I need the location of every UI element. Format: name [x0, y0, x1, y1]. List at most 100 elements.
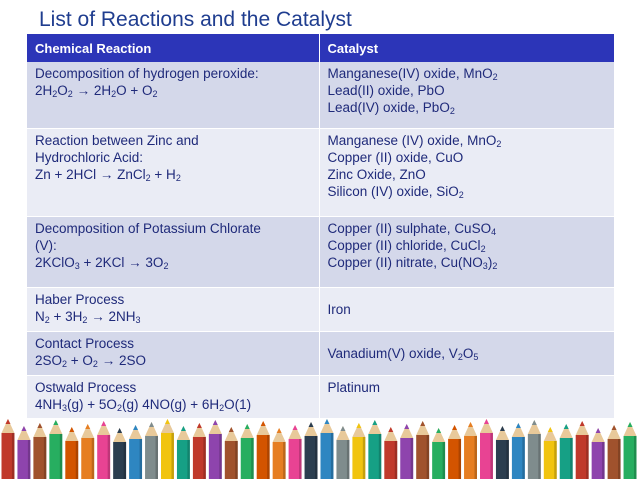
subscript: 2: [457, 351, 463, 362]
subscript: 2: [92, 358, 98, 369]
subscript: 2: [152, 89, 158, 99]
pencil: [256, 421, 270, 479]
pencil: [161, 419, 174, 479]
pencil: [81, 424, 95, 479]
text-run: + H: [150, 166, 176, 182]
pencil: [384, 427, 398, 479]
catalyst-line: Copper (II) sulphate, CuSO4: [328, 220, 606, 237]
reaction-line: 2SO2 + O2 → 2SO: [35, 352, 311, 369]
text-run: Lead(IV) oxide, PbO: [327, 100, 450, 115]
text-run: Platinum: [327, 379, 381, 395]
catalyst-cell: Platinum: [319, 375, 615, 419]
table-header-row: Chemical Reaction Catalyst: [27, 34, 615, 62]
text-run: + O: [67, 352, 93, 368]
subscript: 2: [62, 358, 68, 369]
pencil: [49, 420, 63, 479]
catalyst-line: Manganese (IV) oxide, MnO2: [328, 132, 606, 149]
text-run: O(1): [224, 396, 252, 412]
text-run: Lead(II) oxide, PbO: [327, 83, 445, 98]
subscript: 5: [473, 351, 479, 362]
table-row: Decomposition of Potassium Chlorate (V): 2…: [27, 216, 615, 288]
text-run: Hydrochloric Acid:: [35, 149, 144, 165]
subscript: 2: [492, 260, 498, 271]
pencil: [65, 427, 79, 479]
pencil: [464, 422, 477, 479]
text-run: Ostwald Process: [35, 379, 137, 395]
catalyst-line: Lead(IV) oxide, PbO2: [328, 99, 606, 116]
text-run: Silicon (IV) oxide, SiO: [327, 183, 459, 199]
pencil: [511, 423, 525, 479]
subscript: 3: [74, 260, 80, 271]
pencil: [623, 422, 637, 479]
catalyst-cell: Vanadium(V) oxide, V2O5: [319, 331, 615, 376]
reaction-cell: Reaction between Zinc and Hydrochloric Ac…: [27, 128, 320, 217]
pencil: [129, 425, 143, 479]
subscript: 2: [163, 260, 169, 271]
pencil: [208, 420, 222, 479]
reactions-table: Chemical Reaction Catalyst Decomposition…: [27, 34, 615, 419]
text-run: Haber Process: [35, 291, 125, 307]
pencil: [495, 426, 509, 479]
pencil: [272, 428, 286, 479]
pencil: [304, 422, 318, 479]
reaction-line: N2 + 3H2 → 2NH3: [35, 308, 311, 325]
pencil: [145, 422, 158, 479]
header-chemical-reaction: Chemical Reaction: [27, 34, 320, 62]
reaction-cell: Contact Process 2SO2 + O2 → 2SO: [27, 331, 320, 376]
pencil: [176, 426, 190, 479]
reaction-line: Decomposition of Potassium Chlorate: [35, 220, 311, 237]
catalyst-line: Lead(II) oxide, PbO: [328, 82, 606, 99]
text-run: Copper (II) oxide, CuO: [327, 149, 464, 165]
catalyst-cell: Iron: [319, 287, 615, 332]
pencil: [113, 428, 127, 479]
subscript: 2: [496, 138, 502, 149]
reaction-line: Contact Process: [35, 335, 311, 352]
pencil: [607, 425, 621, 479]
subscript: 4: [491, 226, 497, 237]
catalyst-line: Copper (II) nitrate, Cu(NO3)2: [328, 254, 606, 271]
reaction-line: Ostwald Process: [35, 379, 311, 396]
text-run: 2SO: [35, 352, 63, 368]
text-run: Reaction between Zinc and: [35, 132, 199, 148]
subscript: 2: [219, 402, 225, 413]
table-row: Haber Process N2 + 3H2 → 2NH3 Iron: [27, 287, 615, 332]
text-run: → 2NH: [87, 308, 136, 324]
subscript: 2: [116, 402, 122, 413]
subscript: 2: [480, 243, 486, 254]
text-run: Copper (II) chloride, CuCl: [327, 237, 481, 253]
pencil: [400, 424, 414, 479]
table-row: Decomposition of hydrogen peroxide: 2H2O2…: [27, 62, 615, 129]
pencil: [543, 427, 557, 479]
reaction-line: Haber Process: [35, 291, 311, 308]
pencil: [17, 426, 31, 479]
reaction-cell: Decomposition of Potassium Chlorate (V): 2…: [27, 216, 320, 288]
catalyst-cell: Copper (II) sulphate, CuSO4 Copper (II) c…: [319, 216, 615, 288]
pencil: [432, 428, 446, 479]
reaction-line: Reaction between Zinc and: [35, 132, 311, 149]
pencil: [448, 425, 462, 479]
subscript: 2: [449, 106, 455, 116]
catalyst-cell: Manganese (IV) oxide, MnO2 Copper (II) ox…: [319, 128, 615, 217]
text-run: N: [35, 308, 45, 324]
pencil: [559, 424, 573, 479]
pencil: [416, 421, 430, 479]
catalyst-cell: Manganese(IV) oxide, MnO2 Lead(II) oxide,…: [319, 62, 615, 129]
catalyst-line: Copper (II) chloride, CuCl2: [328, 237, 606, 254]
subscript: 2: [145, 172, 151, 183]
subscript: 2: [492, 72, 498, 82]
text-run: Contact Process: [35, 335, 135, 351]
pencil: [591, 428, 605, 479]
pencil: [224, 427, 238, 479]
pencil: [33, 423, 47, 479]
text-run: (V):: [35, 237, 57, 253]
pencil: [575, 421, 589, 479]
reaction-line: 4NH3(g) + 5O2(g) 4NO(g) + 6H2O(1): [35, 396, 311, 413]
table-row: Ostwald Process 4NH3(g) + 5O2(g) 4NO(g) +…: [27, 375, 615, 419]
reaction-cell: Decomposition of hydrogen peroxide: 2H2O2…: [27, 62, 320, 129]
pencil: [368, 420, 382, 479]
page-title: List of Reactions and the Catalyst: [39, 8, 352, 31]
text-run: → 2SO: [97, 352, 146, 368]
text-run: 2H: [35, 83, 53, 98]
text-run: Copper (II) nitrate, Cu(NO: [327, 254, 483, 270]
subscript: 2: [111, 89, 117, 99]
